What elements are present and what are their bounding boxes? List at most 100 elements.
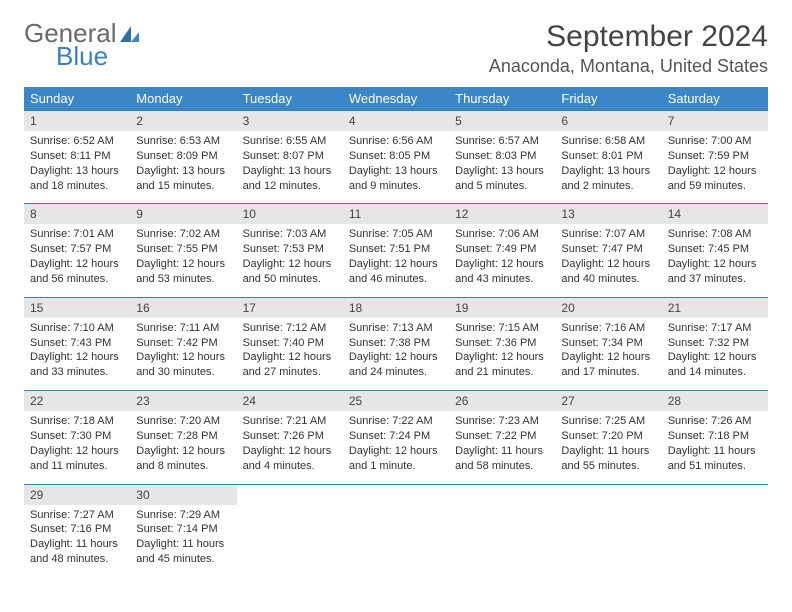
daylight-line: Daylight: 12 hours and 56 minutes. bbox=[30, 257, 124, 287]
day-number-cell: 24 bbox=[237, 391, 343, 412]
sunrise-line: Sunrise: 7:03 AM bbox=[243, 227, 337, 242]
calendar-body: 1234567Sunrise: 6:52 AMSunset: 8:11 PMDa… bbox=[24, 111, 768, 577]
day-number-cell: 17 bbox=[237, 297, 343, 318]
daylight-line: Daylight: 11 hours and 45 minutes. bbox=[136, 537, 230, 567]
day-content-cell bbox=[343, 505, 449, 577]
daylight-line: Daylight: 12 hours and 24 minutes. bbox=[349, 350, 443, 380]
sunset-line: Sunset: 7:36 PM bbox=[455, 336, 549, 351]
sunset-line: Sunset: 8:11 PM bbox=[30, 149, 124, 164]
sunset-line: Sunset: 7:20 PM bbox=[561, 429, 655, 444]
sunrise-line: Sunrise: 6:56 AM bbox=[349, 134, 443, 149]
day-number-cell: 25 bbox=[343, 391, 449, 412]
day-number-cell bbox=[662, 484, 768, 505]
sunset-line: Sunset: 7:57 PM bbox=[30, 242, 124, 257]
sunset-line: Sunset: 7:40 PM bbox=[243, 336, 337, 351]
day-content-cell: Sunrise: 7:20 AMSunset: 7:28 PMDaylight:… bbox=[130, 411, 236, 484]
daylight-line: Daylight: 12 hours and 11 minutes. bbox=[30, 444, 124, 474]
daylight-line: Daylight: 12 hours and 21 minutes. bbox=[455, 350, 549, 380]
day-number-row: 22232425262728 bbox=[24, 391, 768, 412]
sunrise-line: Sunrise: 7:21 AM bbox=[243, 414, 337, 429]
day-content-cell: Sunrise: 7:17 AMSunset: 7:32 PMDaylight:… bbox=[662, 318, 768, 391]
daylight-line: Daylight: 12 hours and 37 minutes. bbox=[668, 257, 762, 287]
location: Anaconda, Montana, United States bbox=[489, 56, 768, 77]
day-content-cell: Sunrise: 6:55 AMSunset: 8:07 PMDaylight:… bbox=[237, 131, 343, 204]
daylight-line: Daylight: 13 hours and 18 minutes. bbox=[30, 164, 124, 194]
title-block: September 2024 Anaconda, Montana, United… bbox=[489, 20, 768, 77]
sunrise-line: Sunrise: 6:55 AM bbox=[243, 134, 337, 149]
brand-word2: Blue bbox=[56, 43, 117, 70]
calendar-table: SundayMondayTuesdayWednesdayThursdayFrid… bbox=[24, 87, 768, 577]
sunrise-line: Sunrise: 7:13 AM bbox=[349, 321, 443, 336]
day-content-cell: Sunrise: 7:06 AMSunset: 7:49 PMDaylight:… bbox=[449, 224, 555, 297]
day-content-cell: Sunrise: 6:58 AMSunset: 8:01 PMDaylight:… bbox=[555, 131, 661, 204]
sunset-line: Sunset: 8:07 PM bbox=[243, 149, 337, 164]
day-content-cell: Sunrise: 7:07 AMSunset: 7:47 PMDaylight:… bbox=[555, 224, 661, 297]
day-number-cell: 19 bbox=[449, 297, 555, 318]
sunrise-line: Sunrise: 7:20 AM bbox=[136, 414, 230, 429]
month-title: September 2024 bbox=[489, 20, 768, 54]
day-content-cell: Sunrise: 7:16 AMSunset: 7:34 PMDaylight:… bbox=[555, 318, 661, 391]
sunrise-line: Sunrise: 7:25 AM bbox=[561, 414, 655, 429]
day-content-cell: Sunrise: 7:10 AMSunset: 7:43 PMDaylight:… bbox=[24, 318, 130, 391]
day-number-cell: 13 bbox=[555, 204, 661, 225]
sunrise-line: Sunrise: 7:08 AM bbox=[668, 227, 762, 242]
day-number-cell: 5 bbox=[449, 111, 555, 132]
brand-logo: General Blue bbox=[24, 20, 141, 71]
day-number-cell: 28 bbox=[662, 391, 768, 412]
day-content-cell: Sunrise: 7:12 AMSunset: 7:40 PMDaylight:… bbox=[237, 318, 343, 391]
sunset-line: Sunset: 7:28 PM bbox=[136, 429, 230, 444]
sunset-line: Sunset: 8:03 PM bbox=[455, 149, 549, 164]
sunset-line: Sunset: 7:42 PM bbox=[136, 336, 230, 351]
day-number-cell: 22 bbox=[24, 391, 130, 412]
sunrise-line: Sunrise: 7:22 AM bbox=[349, 414, 443, 429]
day-content-cell bbox=[662, 505, 768, 577]
sunset-line: Sunset: 7:53 PM bbox=[243, 242, 337, 257]
day-content-cell bbox=[555, 505, 661, 577]
daylight-line: Daylight: 12 hours and 46 minutes. bbox=[349, 257, 443, 287]
day-content-cell: Sunrise: 7:08 AMSunset: 7:45 PMDaylight:… bbox=[662, 224, 768, 297]
day-content-cell: Sunrise: 7:25 AMSunset: 7:20 PMDaylight:… bbox=[555, 411, 661, 484]
sunrise-line: Sunrise: 7:11 AM bbox=[136, 321, 230, 336]
day-content-row: Sunrise: 7:01 AMSunset: 7:57 PMDaylight:… bbox=[24, 224, 768, 297]
day-content-cell: Sunrise: 7:01 AMSunset: 7:57 PMDaylight:… bbox=[24, 224, 130, 297]
day-number-cell: 16 bbox=[130, 297, 236, 318]
day-content-cell: Sunrise: 7:03 AMSunset: 7:53 PMDaylight:… bbox=[237, 224, 343, 297]
day-header-row: SundayMondayTuesdayWednesdayThursdayFrid… bbox=[24, 87, 768, 111]
sunset-line: Sunset: 7:45 PM bbox=[668, 242, 762, 257]
daylight-line: Daylight: 11 hours and 58 minutes. bbox=[455, 444, 549, 474]
daylight-line: Daylight: 13 hours and 12 minutes. bbox=[243, 164, 337, 194]
day-number-cell: 14 bbox=[662, 204, 768, 225]
day-number-cell: 10 bbox=[237, 204, 343, 225]
day-number-cell: 12 bbox=[449, 204, 555, 225]
sunrise-line: Sunrise: 7:05 AM bbox=[349, 227, 443, 242]
day-content-cell: Sunrise: 7:23 AMSunset: 7:22 PMDaylight:… bbox=[449, 411, 555, 484]
sunset-line: Sunset: 8:09 PM bbox=[136, 149, 230, 164]
day-header: Tuesday bbox=[237, 87, 343, 111]
day-content-cell: Sunrise: 7:00 AMSunset: 7:59 PMDaylight:… bbox=[662, 131, 768, 204]
sunset-line: Sunset: 7:16 PM bbox=[30, 522, 124, 537]
sunrise-line: Sunrise: 7:02 AM bbox=[136, 227, 230, 242]
sunrise-line: Sunrise: 6:52 AM bbox=[30, 134, 124, 149]
day-number-cell: 23 bbox=[130, 391, 236, 412]
sunrise-line: Sunrise: 7:29 AM bbox=[136, 508, 230, 523]
day-number-row: 1234567 bbox=[24, 111, 768, 132]
day-content-cell: Sunrise: 7:13 AMSunset: 7:38 PMDaylight:… bbox=[343, 318, 449, 391]
sunrise-line: Sunrise: 7:26 AM bbox=[668, 414, 762, 429]
day-header: Friday bbox=[555, 87, 661, 111]
daylight-line: Daylight: 13 hours and 9 minutes. bbox=[349, 164, 443, 194]
day-header: Sunday bbox=[24, 87, 130, 111]
daylight-line: Daylight: 12 hours and 4 minutes. bbox=[243, 444, 337, 474]
sunrise-line: Sunrise: 7:12 AM bbox=[243, 321, 337, 336]
day-number-cell: 9 bbox=[130, 204, 236, 225]
day-number-cell: 29 bbox=[24, 484, 130, 505]
day-content-cell: Sunrise: 6:57 AMSunset: 8:03 PMDaylight:… bbox=[449, 131, 555, 204]
sunset-line: Sunset: 7:59 PM bbox=[668, 149, 762, 164]
day-number-cell: 30 bbox=[130, 484, 236, 505]
day-number-cell: 21 bbox=[662, 297, 768, 318]
sunset-line: Sunset: 7:24 PM bbox=[349, 429, 443, 444]
day-content-cell: Sunrise: 6:52 AMSunset: 8:11 PMDaylight:… bbox=[24, 131, 130, 204]
sunset-line: Sunset: 7:55 PM bbox=[136, 242, 230, 257]
daylight-line: Daylight: 12 hours and 59 minutes. bbox=[668, 164, 762, 194]
sunset-line: Sunset: 8:01 PM bbox=[561, 149, 655, 164]
day-content-row: Sunrise: 7:10 AMSunset: 7:43 PMDaylight:… bbox=[24, 318, 768, 391]
